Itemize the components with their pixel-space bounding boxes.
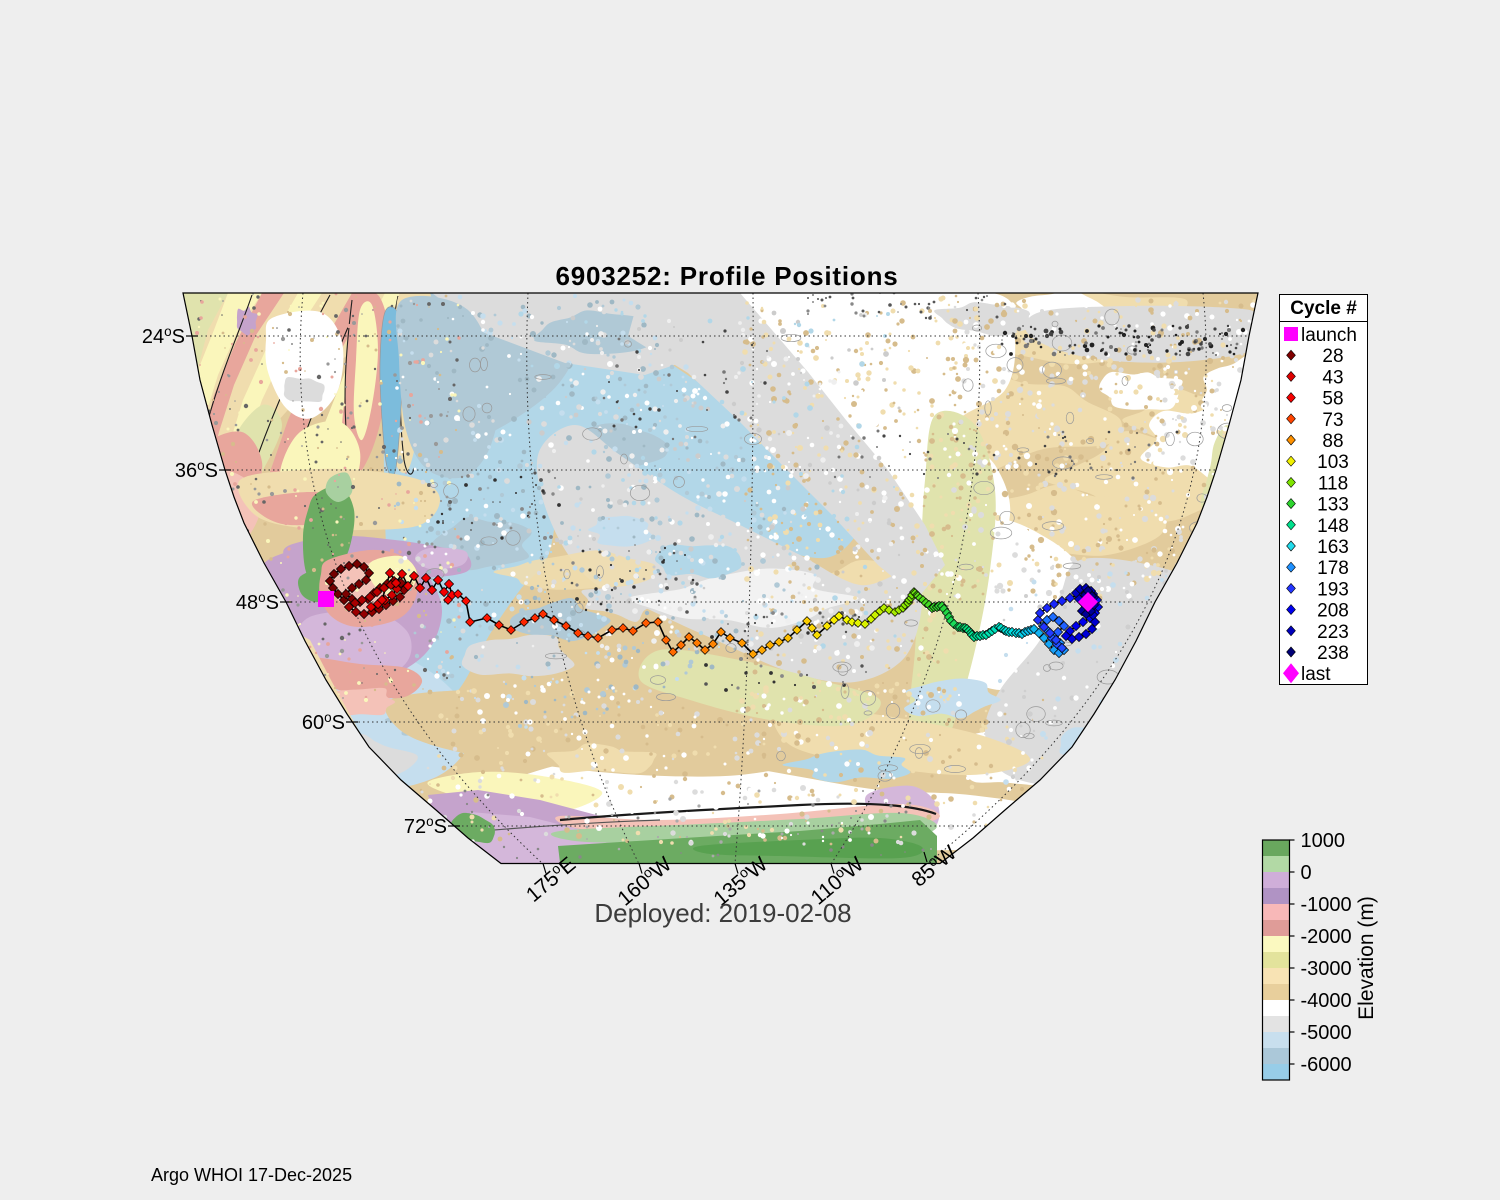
svg-text:43: 43 bbox=[1322, 367, 1343, 388]
svg-text:60oS: 60oS bbox=[302, 710, 345, 734]
svg-text:133: 133 bbox=[1317, 495, 1349, 516]
svg-text:-4000: -4000 bbox=[1301, 990, 1352, 1012]
svg-text:-1000: -1000 bbox=[1301, 894, 1352, 916]
svg-text:Argo WHOI 17-Dec-2025: Argo WHOI 17-Dec-2025 bbox=[151, 1165, 352, 1185]
svg-text:58: 58 bbox=[1322, 389, 1343, 410]
svg-text:223: 223 bbox=[1317, 622, 1349, 643]
svg-text:launch: launch bbox=[1301, 325, 1357, 346]
svg-text:118: 118 bbox=[1318, 473, 1348, 494]
svg-text:0: 0 bbox=[1301, 862, 1312, 884]
svg-text:163: 163 bbox=[1317, 537, 1349, 558]
svg-text:24oS: 24oS bbox=[142, 324, 185, 348]
svg-text:48oS: 48oS bbox=[236, 590, 279, 614]
svg-text:-2000: -2000 bbox=[1301, 926, 1352, 948]
svg-text:88: 88 bbox=[1322, 431, 1343, 452]
svg-text:last: last bbox=[1301, 664, 1331, 685]
svg-text:-3000: -3000 bbox=[1301, 958, 1352, 980]
svg-text:148: 148 bbox=[1317, 516, 1349, 537]
svg-text:72oS: 72oS bbox=[404, 814, 447, 838]
svg-text:208: 208 bbox=[1317, 601, 1349, 622]
svg-text:28: 28 bbox=[1322, 346, 1343, 367]
svg-text:103: 103 bbox=[1317, 452, 1349, 473]
svg-text:238: 238 bbox=[1317, 643, 1349, 664]
svg-text:Cycle #: Cycle # bbox=[1290, 298, 1357, 319]
svg-text:178: 178 bbox=[1317, 558, 1349, 579]
svg-text:-6000: -6000 bbox=[1301, 1054, 1352, 1076]
svg-text:1000: 1000 bbox=[1301, 830, 1346, 852]
svg-text:Deployed: 2019-02-08: Deployed: 2019-02-08 bbox=[594, 898, 851, 928]
svg-text:-5000: -5000 bbox=[1301, 1022, 1352, 1044]
svg-text:Elevation (m): Elevation (m) bbox=[1355, 896, 1378, 1020]
svg-text:73: 73 bbox=[1322, 410, 1343, 431]
svg-text:6903252: Profile Positions: 6903252: Profile Positions bbox=[555, 261, 898, 291]
svg-text:36oS: 36oS bbox=[175, 458, 218, 482]
svg-text:193: 193 bbox=[1317, 579, 1349, 600]
